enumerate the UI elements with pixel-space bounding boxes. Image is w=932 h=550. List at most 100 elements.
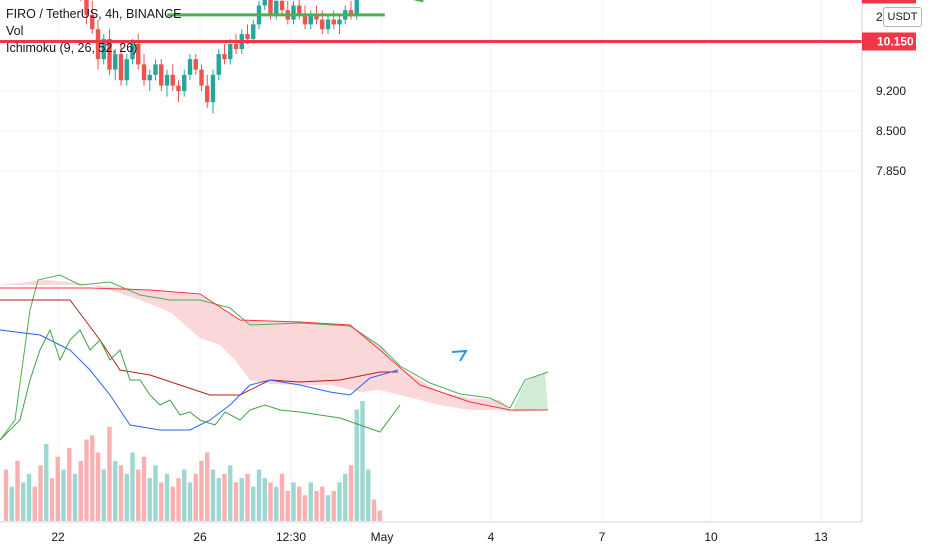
volume-bar xyxy=(159,482,164,521)
volume-bar xyxy=(314,491,319,521)
volume-bar xyxy=(222,473,227,521)
candle-body xyxy=(159,64,164,86)
horizontal-levels xyxy=(0,39,862,43)
volume-bar xyxy=(9,486,14,521)
volume-bar xyxy=(32,486,37,521)
volume-indicator-label[interactable]: Vol xyxy=(6,24,24,38)
candle-body xyxy=(320,19,325,30)
volume-bar xyxy=(124,473,129,521)
candle-body xyxy=(147,74,152,81)
candle-body xyxy=(348,10,354,15)
volume-bar xyxy=(21,482,26,521)
candle-body xyxy=(302,14,308,25)
candle-body xyxy=(245,34,250,40)
candle-body xyxy=(268,0,273,15)
candle-body xyxy=(274,0,279,15)
volume-bar xyxy=(118,465,124,521)
candle-body xyxy=(118,54,124,81)
candle-body xyxy=(141,64,147,81)
candle-body xyxy=(193,59,198,70)
candle-body xyxy=(187,59,193,75)
candle-body xyxy=(101,39,106,60)
ichimoku-indicator-label[interactable]: Ichimoku (9, 26, 52, 26) xyxy=(6,41,138,55)
volume-bar xyxy=(136,469,141,521)
volume-bar xyxy=(216,478,221,521)
volume-bar xyxy=(130,452,135,521)
x-tick-label: 10 xyxy=(704,530,718,544)
x-tick-label: 13 xyxy=(814,530,828,544)
volume-bar xyxy=(337,482,342,521)
candle-body xyxy=(314,14,319,20)
projection-path xyxy=(451,349,468,362)
x-tick-label: 4 xyxy=(488,530,495,544)
volume-bar xyxy=(245,473,250,521)
candle-body xyxy=(170,74,175,86)
volume-bar xyxy=(15,461,20,521)
chart-legend: FIRO / TetherUS, 4h, BINANCE Vol Ichimok… xyxy=(6,6,182,57)
y-tick-label: 9.200 xyxy=(876,84,906,98)
volume-bar xyxy=(26,473,32,521)
volume-bar xyxy=(371,499,377,521)
volume-bar xyxy=(84,439,89,521)
volume-bar xyxy=(38,465,43,521)
x-tick-label: 22 xyxy=(51,530,65,544)
volume-bar xyxy=(354,409,359,521)
volume-bar xyxy=(164,473,170,521)
candle-body xyxy=(216,54,221,75)
volume-bar xyxy=(95,452,101,521)
volume-bar xyxy=(228,465,233,521)
candle-body xyxy=(182,74,187,92)
y-tick-label: 7.850 xyxy=(876,164,906,178)
x-tick-label: 7 xyxy=(599,530,606,544)
trendlines xyxy=(167,0,424,17)
volume-bar xyxy=(90,435,95,521)
volume-bar xyxy=(170,486,175,521)
senkou-span-b-line xyxy=(0,287,548,411)
volume-bar xyxy=(147,478,152,521)
volume-bar xyxy=(377,510,382,521)
volume-bars xyxy=(3,401,382,521)
grid xyxy=(0,0,862,522)
volume-bar xyxy=(268,482,273,521)
y-tick-label: 8.500 xyxy=(876,124,906,138)
currency-button[interactable]: USDT xyxy=(883,7,922,27)
candle-body xyxy=(124,59,129,81)
volume-bar xyxy=(262,478,267,521)
volume-bar xyxy=(251,486,256,521)
price-axis-background xyxy=(862,0,932,550)
candle-body xyxy=(107,39,112,70)
volume-bar xyxy=(285,491,290,521)
candles xyxy=(80,0,359,114)
candle-body xyxy=(90,14,95,30)
volume-bar xyxy=(343,473,348,521)
volume-bar xyxy=(199,461,204,521)
volume-bar xyxy=(141,456,147,521)
level-price-label: 10.150 xyxy=(877,34,914,48)
candle-body xyxy=(95,29,101,60)
projection-small-arrowhead xyxy=(451,349,468,362)
volume-bar xyxy=(107,426,112,521)
candle-body xyxy=(308,14,313,25)
cloud-bullish xyxy=(512,372,548,412)
volume-bar xyxy=(49,478,55,521)
volume-bar xyxy=(61,469,66,521)
candle-body xyxy=(297,5,302,15)
candle-body xyxy=(84,0,89,15)
top-axis-partial-label: 2 xyxy=(876,10,883,24)
candle-body xyxy=(153,64,158,75)
candle-body xyxy=(233,43,239,49)
tenkan-sen-line xyxy=(0,329,399,431)
candle-body xyxy=(291,5,296,20)
candle-body xyxy=(325,19,331,30)
candle-body xyxy=(262,0,267,6)
chikou-span-line xyxy=(0,328,401,441)
volume-bar xyxy=(302,495,308,521)
volume-bar xyxy=(78,461,83,521)
volume-bar xyxy=(233,482,239,521)
ichimoku-cloud xyxy=(0,280,548,412)
ichimoku-lines xyxy=(0,274,549,441)
symbol-title[interactable]: FIRO / TetherUS, 4h, BINANCE xyxy=(6,7,182,21)
senkou-span-a-line xyxy=(0,274,549,441)
